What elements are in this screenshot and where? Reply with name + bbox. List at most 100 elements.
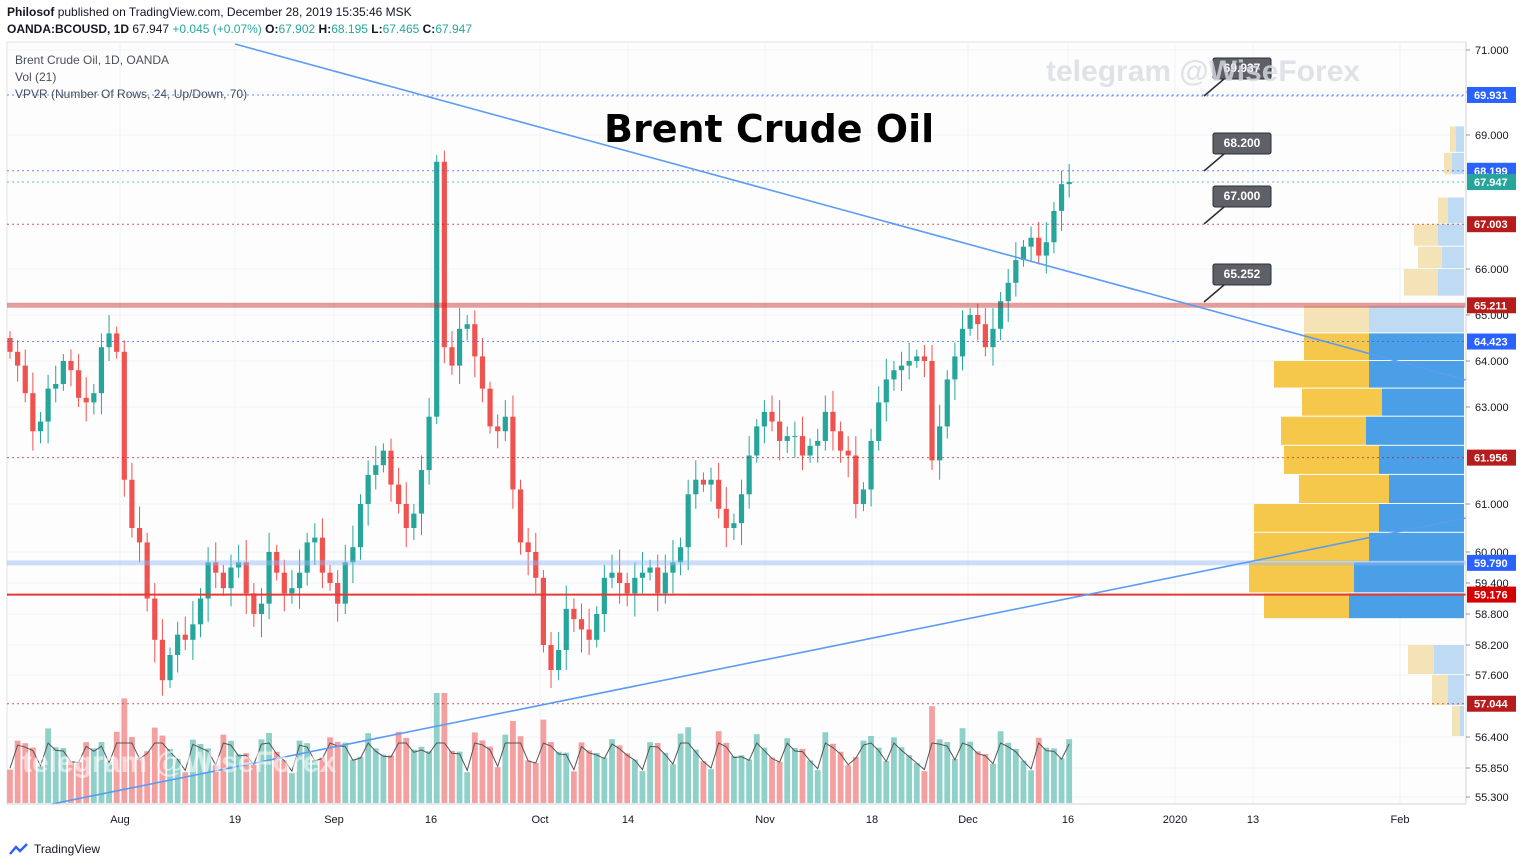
profile-row-down [1382,388,1464,416]
candle-body [670,562,676,573]
candle-body [144,542,150,599]
candle-body [281,572,287,594]
candle-body [495,426,501,432]
candle-body [350,547,356,563]
price-change: +0.045 (+0.07%) [172,22,262,36]
candle-body [799,436,806,456]
candle-body [769,411,775,422]
volume-bar [799,748,806,803]
candles [7,150,1072,696]
volume-bar [868,736,874,803]
candle-body [1028,237,1034,247]
callout-box [1212,132,1272,155]
price-tag-label: 59.176 [1474,590,1508,602]
candle-body [449,347,455,366]
candle-body [822,411,828,441]
candle-body [30,393,36,432]
price-tag-label: 57.044 [1474,699,1509,711]
volume-bar [357,756,364,803]
price-tag [1467,449,1516,466]
candle-body [792,436,798,438]
legend-volume[interactable]: Vol (21) [15,70,57,84]
profile-row-up [1408,645,1434,674]
profile-row-down [1442,246,1464,268]
candle-body [807,445,813,456]
time-tick-label: Dec [958,814,978,826]
price-tick-label: 57.600 [1475,670,1509,682]
volume-bar [700,761,707,803]
symbol-name: OANDA:BCOUSD, 1D [7,22,130,36]
legend-vpvr[interactable]: VPVR (Number Of Rows, 24, Up/Down, 70) [15,87,248,101]
volume-bar [845,765,852,803]
price-tick-label: 55.850 [1475,763,1509,775]
volume-bar [670,764,676,803]
volume-bar [974,751,981,803]
volume-bar [243,753,250,803]
callout-pointer [1203,153,1225,172]
price-axis[interactable] [1466,42,1522,804]
profile-row-up [1452,706,1460,736]
low-label: L: [371,22,383,36]
volume-bar [395,731,402,803]
candle-body [929,361,935,461]
candle-body [556,650,562,670]
high-value: 68.195 [331,22,368,36]
profile-row-down [1448,675,1464,705]
time-axis-ticks[interactable]: Aug 19 Sep 16 Oct 14 Nov 18 Dec 16 2020 13 Feb [110,814,1409,826]
candle-body [426,416,432,471]
volume-bar [769,757,775,803]
profile-row-up [1284,445,1379,474]
candle-body [319,537,326,573]
candle-body [418,470,425,514]
profile-row-down [1460,706,1464,736]
profile-row-down [1389,474,1464,503]
volume-bar [814,770,821,803]
price-tag-label: 59.790 [1474,558,1508,570]
volume-bar [266,733,272,803]
volume-bar [311,760,318,803]
author-name[interactable]: Philosof [7,5,55,19]
candle-body [1020,246,1027,261]
volume-bar [37,766,44,803]
callout-pointer [1203,284,1225,303]
volume-bar [189,739,196,803]
profile-row-down [1434,645,1464,674]
candle-body [723,508,729,528]
price-axis-tags: 69.93168.19967.94767.00365.21164.42361.9… [1467,86,1516,712]
candle-body [525,542,531,552]
volume-bar [380,754,387,803]
candle-body [205,562,211,599]
candle-body [540,577,546,645]
volume-bar [410,749,417,803]
candle-body [312,537,318,543]
candle-body [114,333,120,352]
watermark-bottom: telegram @WiseForex [22,746,336,779]
legend-series[interactable]: Brent Crude Oil, 1D, OANDA [15,53,170,67]
time-tick-label: 16 [1062,814,1074,826]
profile-row-down [1369,305,1464,333]
volume-bar [631,759,638,803]
candle-body [479,356,486,389]
volume-bar [776,761,783,803]
volume-bar [898,747,905,803]
volume-bar [75,762,82,803]
volume-bar [212,765,219,803]
candle-body [815,440,821,446]
profile-row-up [1304,305,1369,333]
candle-body [860,489,867,504]
candle-body [75,370,82,398]
time-tick-label: 2020 [1163,814,1187,826]
candle-body [1066,182,1072,185]
candle-body [487,388,493,427]
volume-bar [791,748,798,803]
candle-body [731,523,737,528]
candle-body [258,603,265,614]
candle-body [152,598,158,640]
candle-body [83,397,89,403]
profile-row-down [1438,269,1464,296]
volume-bar [510,721,516,803]
price-tag [1467,554,1516,571]
tradingview-logo[interactable]: TradingView [8,842,100,856]
time-tick-label: 19 [229,814,241,826]
